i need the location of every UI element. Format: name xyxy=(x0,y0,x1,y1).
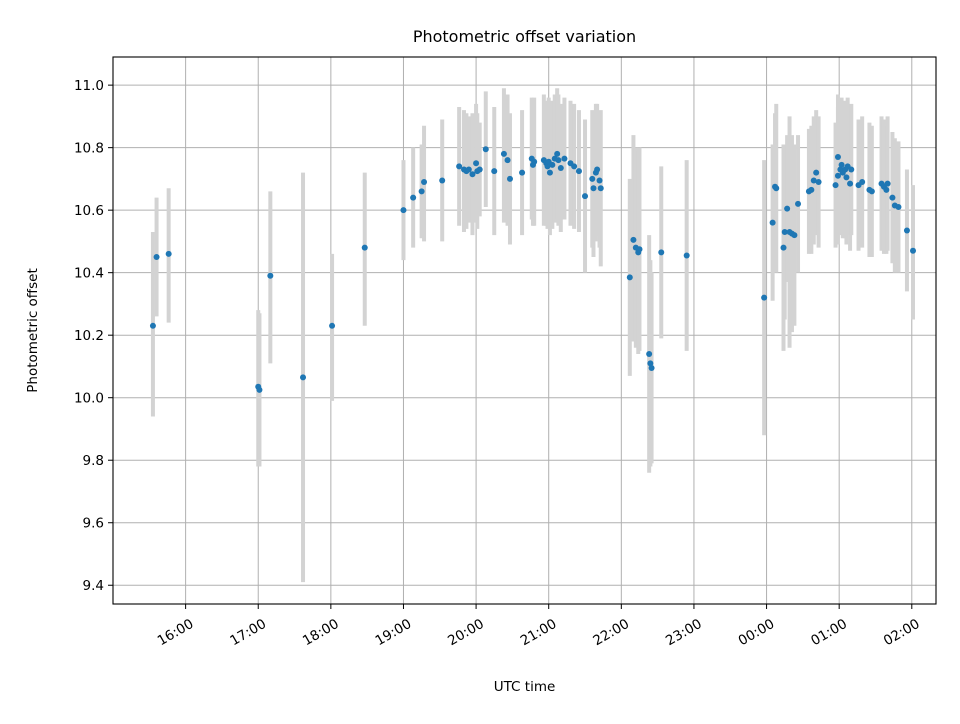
data-points xyxy=(149,146,917,393)
data-point xyxy=(575,168,582,175)
y-tick-label: 9.4 xyxy=(83,578,104,594)
data-point xyxy=(410,194,417,201)
plot-frame xyxy=(112,56,937,605)
data-point xyxy=(791,232,798,239)
data-point xyxy=(773,185,780,192)
y-tick-label: 10.0 xyxy=(74,391,104,407)
y-tick-label: 9.6 xyxy=(83,516,104,532)
data-point xyxy=(165,250,172,257)
data-point xyxy=(834,154,841,161)
data-point xyxy=(883,186,890,193)
data-point xyxy=(630,236,637,243)
data-point xyxy=(847,180,854,187)
data-point xyxy=(456,163,463,170)
data-point xyxy=(780,244,787,251)
y-tick-label: 10.6 xyxy=(74,203,104,219)
data-point xyxy=(769,219,776,226)
data-point xyxy=(418,188,425,195)
data-point xyxy=(683,252,690,259)
data-point xyxy=(561,155,568,162)
data-point xyxy=(519,169,526,176)
data-point xyxy=(329,322,336,329)
data-point xyxy=(859,179,866,186)
data-point xyxy=(648,365,655,372)
data-point xyxy=(546,169,553,176)
data-point xyxy=(795,200,802,207)
data-point xyxy=(889,194,896,201)
data-point xyxy=(761,294,768,301)
data-point xyxy=(784,205,791,212)
data-point xyxy=(596,177,603,184)
data-point xyxy=(361,244,368,251)
data-point xyxy=(808,186,815,193)
data-point xyxy=(549,161,556,168)
data-point xyxy=(421,179,428,186)
data-point xyxy=(465,166,472,173)
data-point xyxy=(884,180,891,187)
data-point xyxy=(843,174,850,181)
data-point xyxy=(597,185,604,192)
data-point xyxy=(582,193,589,200)
data-point xyxy=(781,229,788,236)
data-point xyxy=(626,274,633,281)
data-point xyxy=(832,182,839,189)
data-point xyxy=(267,272,274,279)
data-point xyxy=(400,207,407,214)
data-point xyxy=(554,150,561,157)
y-axis-label: Photometric offset xyxy=(25,268,41,392)
data-point xyxy=(555,157,562,164)
data-point xyxy=(868,188,875,195)
data-point xyxy=(834,172,841,179)
data-point xyxy=(838,161,845,168)
data-point xyxy=(473,160,480,167)
chart-title: Photometric offset variation xyxy=(413,27,636,46)
data-point xyxy=(149,322,156,329)
data-point xyxy=(500,150,507,157)
y-tick-label: 10.8 xyxy=(74,141,104,157)
data-point xyxy=(153,254,160,261)
y-tick-label: 9.8 xyxy=(83,453,104,469)
y-tick-label: 11.0 xyxy=(74,78,104,94)
x-axis-label: UTC time xyxy=(494,679,556,695)
data-point xyxy=(590,185,597,192)
data-point xyxy=(647,360,654,367)
data-point xyxy=(810,177,817,184)
data-point xyxy=(589,175,596,182)
data-point xyxy=(903,227,910,234)
data-point xyxy=(300,374,307,381)
y-tick-label: 10.4 xyxy=(74,266,104,282)
y-tick-label: 10.2 xyxy=(74,328,104,344)
data-point xyxy=(531,158,538,165)
data-point xyxy=(646,350,653,357)
data-point xyxy=(658,249,665,256)
data-point xyxy=(557,164,564,171)
data-point xyxy=(439,177,446,184)
data-point xyxy=(910,247,917,254)
data-point xyxy=(504,157,511,164)
data-point xyxy=(506,175,513,182)
data-point xyxy=(256,386,263,393)
data-point xyxy=(636,246,643,253)
data-point xyxy=(476,166,483,173)
data-point xyxy=(482,146,489,153)
data-point xyxy=(813,169,820,176)
data-point xyxy=(594,166,601,173)
data-point xyxy=(815,179,822,186)
data-point xyxy=(469,171,476,178)
data-point xyxy=(895,204,902,211)
data-point xyxy=(848,166,855,173)
data-point xyxy=(491,168,498,175)
data-point xyxy=(544,163,551,170)
data-point xyxy=(571,163,578,170)
